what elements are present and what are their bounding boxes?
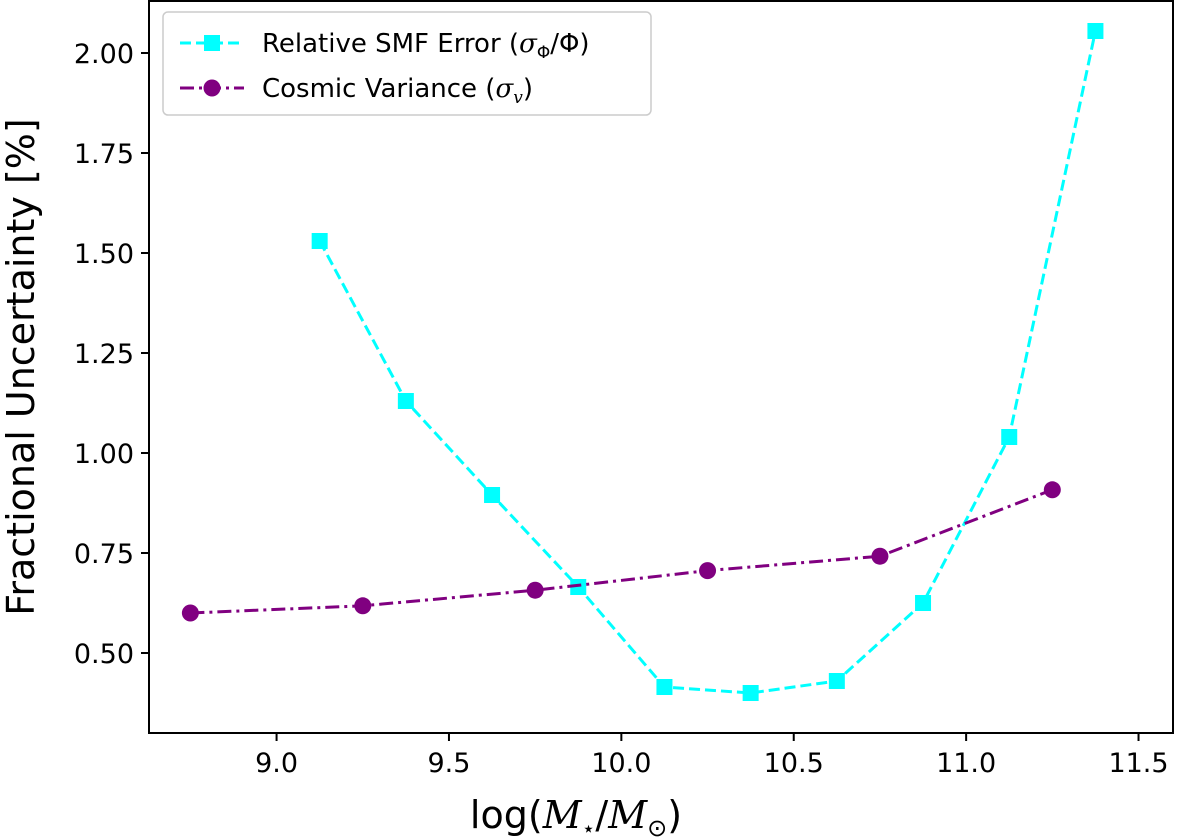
x-axis-title: log(M⋆/M⊙) [470, 793, 682, 840]
plot-frame [148, 0, 1174, 734]
data-point-square [1001, 429, 1018, 445]
y-tick-label: 1.75 [74, 139, 134, 170]
y-tick-label: 0.50 [74, 639, 134, 670]
legend-swatch-marker-circle [203, 79, 221, 97]
y-axis-title: Fractional Uncertainty [%] [0, 118, 43, 615]
y-tick-label: 0.75 [74, 539, 134, 570]
legend-label-relative-smf-error: Relative SMF Error (σΦ/Φ) [262, 29, 590, 63]
data-point-square [742, 685, 759, 701]
x-tick-label: 9.5 [427, 748, 470, 779]
data-point-square [828, 673, 845, 689]
legend-swatch-marker-square [204, 35, 220, 51]
legend-box [162, 11, 652, 116]
y-tick-label: 1.00 [74, 439, 134, 470]
data-point-square [570, 579, 587, 595]
x-tick-label: 10.5 [764, 748, 824, 779]
x-tick-label: 10.0 [591, 748, 651, 779]
data-point-square [484, 487, 501, 503]
data-point-circle [871, 547, 889, 565]
legend: Relative SMF Error (σΦ/Φ) Cosmic Varianc… [162, 11, 652, 116]
y-tick-label: 1.50 [74, 239, 134, 270]
legend-label-cosmic-variance: Cosmic Variance (σv) [262, 74, 533, 108]
data-point-square [915, 595, 932, 611]
data-point-circle [699, 562, 717, 580]
data-point-square [1087, 23, 1104, 39]
data-point-square [656, 679, 673, 695]
x-tick-label: 11.5 [1108, 748, 1168, 779]
y-tick-label: 1.25 [74, 339, 134, 370]
y-tick-label: 2.00 [74, 39, 134, 70]
x-tick-label: 11.0 [936, 748, 996, 779]
data-point-circle [526, 581, 544, 599]
data-point-circle [354, 597, 372, 615]
data-point-circle [181, 604, 199, 622]
series-layer [181, 23, 1104, 701]
data-point-square [397, 393, 414, 409]
data-point-square [311, 233, 328, 249]
x-tick-label: 9.0 [255, 748, 298, 779]
data-point-circle [1043, 481, 1061, 499]
series-line-relative-smf-error [318, 30, 1097, 695]
series-line-cosmic-variance [190, 488, 1053, 615]
tick-layer: 9.0 9.5 10.0 10.5 11.0 11.5 0.50 0.75 1.00 1.25 1.… [74, 39, 1169, 779]
